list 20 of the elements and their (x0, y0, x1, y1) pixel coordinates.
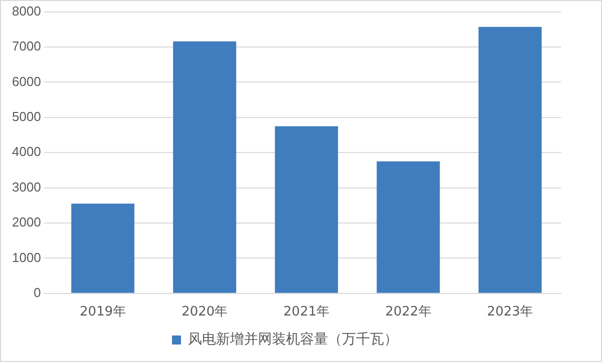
bar (478, 26, 542, 293)
bar (173, 41, 236, 293)
y-tick-label: 7000 (12, 38, 41, 54)
y-tick-label: 0 (34, 284, 41, 300)
y-tick-label: 4000 (12, 144, 41, 160)
x-tick-label: 2020年 (182, 304, 228, 320)
x-tick-label: 2023年 (487, 304, 534, 320)
y-tick-label: 5000 (12, 108, 41, 124)
y-tick-label: 3000 (12, 179, 41, 194)
x-tick-label: 2022年 (385, 304, 432, 320)
bar (71, 204, 134, 293)
legend-label: 风电新增并网装机容量（万千瓦） (188, 332, 398, 348)
y-tick-label: 2000 (12, 214, 41, 230)
x-tick-label: 2021年 (283, 304, 330, 320)
bar (376, 161, 440, 293)
x-tick-label: 2019年 (80, 304, 126, 320)
y-tick-label: 1000 (12, 250, 41, 265)
y-tick-label: 6000 (12, 74, 41, 89)
bar (274, 126, 338, 293)
y-tick-label: 8000 (12, 3, 41, 18)
